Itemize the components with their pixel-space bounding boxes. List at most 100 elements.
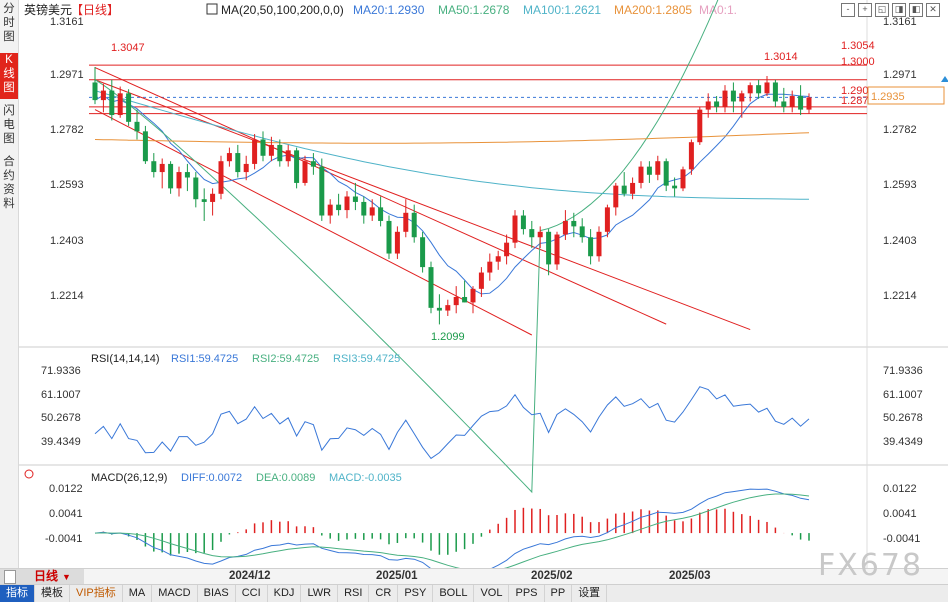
candle-body [470, 288, 476, 303]
candle-body [504, 242, 510, 257]
tab-kdj[interactable]: KDJ [268, 585, 302, 602]
candle-body [756, 85, 762, 94]
rsi-line [94, 386, 810, 460]
candle-body [378, 207, 384, 221]
candle-body [310, 161, 316, 167]
candle-body [672, 185, 678, 189]
candle-body [168, 163, 174, 189]
tab-cci[interactable]: CCI [236, 585, 268, 602]
rsi-tick: 61.1007 [41, 389, 81, 401]
candle-body [772, 82, 778, 102]
tab-vol[interactable]: VOL [474, 585, 510, 602]
macd-diff-line [94, 488, 810, 568]
tab-rsi[interactable]: RSI [338, 585, 370, 602]
scroll-up-icon[interactable] [941, 76, 948, 82]
candle-body [453, 296, 459, 306]
macd-tick: 0.0041 [49, 508, 83, 520]
candle-body [302, 161, 308, 183]
symbol-name: 英镑美元 [24, 2, 72, 17]
tab-vip-indicators[interactable]: VIP指标 [70, 585, 123, 602]
candle-body [268, 144, 274, 156]
candle-body [151, 161, 157, 173]
tab-bias[interactable]: BIAS [198, 585, 236, 602]
tab-kline-chart[interactable]: K线图 [0, 53, 18, 99]
macd-dea: DEA:0.0089 [256, 472, 315, 484]
split-left-button[interactable]: ◧ [909, 3, 923, 17]
macd-diff: DIFF:0.0072 [181, 472, 242, 484]
candle-body [394, 231, 400, 254]
tab-contract-info[interactable]: 合约资料 [3, 156, 15, 210]
macd-settings-icon[interactable] [24, 469, 34, 479]
candle-body [184, 172, 190, 178]
candle-body [420, 237, 426, 268]
macd-label: MACD(26,12,9) [91, 472, 167, 484]
candle-body [445, 305, 451, 311]
macd-panel [94, 488, 810, 568]
left-view-tabs: 分时图 K线图 闪电图 合约资料 [0, 0, 19, 568]
macd-tick: 0.0122 [49, 483, 83, 495]
candle-body [604, 207, 610, 232]
ma20-value: MA20:1.2930 [353, 3, 425, 17]
kline-chart[interactable]: 英镑美元 【日线】 MA(20,50,100,200,0,0) MA20:1.2… [19, 0, 948, 568]
candle-body [159, 163, 165, 173]
price-tick-left: 1.2971 [50, 69, 84, 81]
candle-body [277, 144, 283, 162]
tab-templates[interactable]: 模板 [35, 585, 70, 602]
dropdown-arrow-icon: ▼ [62, 572, 71, 582]
price-tick: 1.2214 [883, 290, 917, 302]
candle-body [697, 109, 703, 143]
tab-ma[interactable]: MA [123, 585, 153, 602]
tab-indicators[interactable]: 指标 [0, 585, 35, 602]
rsi2-value: RSI2:59.4725 [252, 353, 319, 365]
last-price-box [867, 86, 945, 105]
split-right-button[interactable]: ◨ [892, 3, 906, 17]
tab-pps[interactable]: PPS [509, 585, 545, 602]
ma50-value: MA50:1.2678 [438, 3, 510, 17]
candle-body [210, 193, 216, 202]
candle-body [411, 212, 417, 238]
price-tick-left: 1.2782 [50, 124, 84, 136]
ma-params: MA(20,50,100,200,0,0) [221, 3, 344, 17]
candle-body [142, 131, 148, 162]
close-chart-button[interactable]: ✕ [926, 3, 940, 17]
period-label: 【日线】 [71, 3, 119, 17]
channel-line [94, 79, 751, 331]
macd-value: MACD:-0.0035 [329, 472, 402, 484]
candle-body [243, 163, 249, 173]
price-axis: 1.3161 1.2971 1.2782 1.2593 1.2403 1.221… [50, 16, 917, 302]
tab-time-chart[interactable]: 分时图 [3, 3, 15, 43]
candle-body [537, 231, 543, 238]
candle-body [655, 161, 661, 175]
tab-macd[interactable]: MACD [152, 585, 198, 602]
candle-body [781, 101, 787, 107]
candle-body [588, 237, 594, 257]
candle-body [252, 139, 258, 164]
zoom-out-button[interactable]: - [841, 3, 855, 17]
candle-body [520, 215, 526, 230]
tab-flash-chart[interactable]: 闪电图 [3, 105, 15, 145]
macd-tick-right: 0.0041 [883, 508, 917, 520]
candle-body [789, 96, 795, 107]
channel-line [94, 109, 533, 336]
tab-cr[interactable]: CR [369, 585, 399, 602]
tab-lwr[interactable]: LWR [301, 585, 339, 602]
candle-body [428, 267, 434, 308]
tab-boll[interactable]: BOLL [433, 585, 475, 602]
ma0-value: MA0:1. [699, 3, 737, 17]
macd-tick-right: 0.0122 [883, 483, 917, 495]
tab-settings[interactable]: 设置 [572, 585, 608, 602]
ma-settings-icon[interactable] [206, 3, 218, 15]
chart-window-tools: - + ◱ ◨ ◧ ✕ [841, 3, 940, 17]
candle-body [630, 182, 636, 194]
candle-body [487, 261, 493, 273]
rsi-tick-right: 61.1007 [883, 389, 923, 401]
zoom-in-button[interactable]: + [858, 3, 872, 17]
period-selector[interactable]: 日线 ▼ [0, 569, 84, 584]
layout-button[interactable]: ◱ [875, 3, 889, 17]
ma200-line [94, 132, 810, 144]
tab-psy[interactable]: PSY [398, 585, 434, 602]
page-icon[interactable] [4, 570, 16, 584]
candle-body [92, 82, 98, 101]
candle-body [436, 307, 442, 311]
tab-pp[interactable]: PP [545, 585, 573, 602]
